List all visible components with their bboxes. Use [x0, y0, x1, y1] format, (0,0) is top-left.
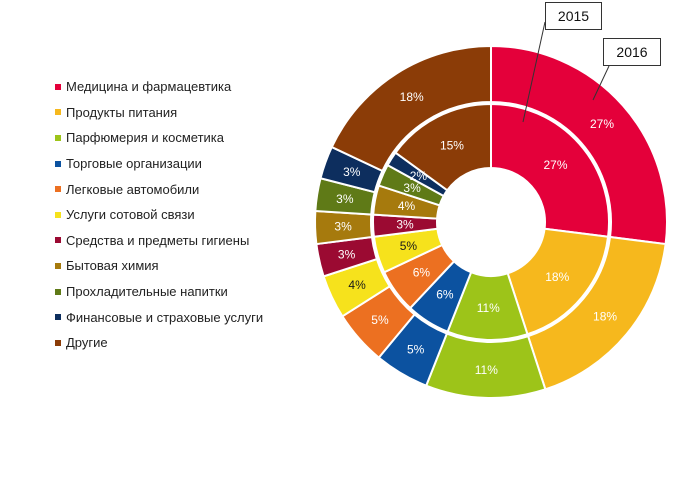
inner-label-cat-7: 3% — [396, 218, 414, 232]
outer-label-cat-3: 11% — [475, 363, 498, 377]
legend-item-cat-3: Парфюмерия и косметика — [55, 125, 263, 151]
legend-label: Торговые организации — [66, 156, 202, 172]
inner-label-cat-2: 18% — [545, 270, 569, 284]
legend-item-cat-10: Финансовые и страховые услуги — [55, 304, 263, 330]
outer-label-cat-10: 3% — [343, 165, 361, 179]
inner-label-cat-9: 3% — [403, 181, 421, 195]
legend-item-cat-4: Торговые организации — [55, 151, 263, 177]
legend-swatch — [55, 339, 61, 346]
outer-ring-2016 — [314, 44, 668, 399]
outer-label-cat-6: 4% — [348, 278, 366, 292]
legend-swatch — [55, 237, 61, 244]
inner-slice-cat-1 — [490, 102, 610, 238]
legend-item-cat-1: Медицина и фармацевтика — [55, 74, 263, 100]
inner-slice-cat-2 — [506, 227, 610, 336]
inner-label-cat-4: 6% — [436, 288, 454, 302]
legend-label: Легковые автомобили — [66, 181, 200, 197]
outer-label-cat-1: 27% — [590, 117, 614, 131]
legend-label: Средства и предметы гигиены — [66, 232, 250, 248]
series-label-2016: 2016 — [603, 38, 661, 66]
outer-label-cat-2: 18% — [593, 309, 617, 323]
inner-label-cat-10: 2% — [410, 169, 428, 183]
legend-label: Медицина и фармацевтика — [66, 79, 232, 95]
inner-label-cat-11: 15% — [440, 138, 464, 152]
data-labels: 27%18%11%6%6%5%3%4%3%2%15%27%18%11%5%5%4… — [334, 90, 617, 377]
legend-item-cat-7: Средства и предметы гигиены — [55, 228, 263, 254]
inner-ring-2015 — [372, 102, 610, 341]
legend-swatch — [55, 109, 61, 116]
legend-swatch — [55, 134, 61, 141]
legend-item-cat-6: Услуги сотовой связи — [55, 202, 263, 228]
legend-swatch — [55, 262, 61, 269]
inner-label-cat-5: 6% — [413, 266, 431, 280]
legend-label: Парфюмерия и косметика — [66, 130, 225, 146]
inner-label-cat-3: 11% — [477, 301, 500, 315]
legend-swatch — [55, 186, 61, 193]
outer-label-cat-4: 5% — [407, 342, 425, 356]
legend-label: Бытовая химия — [66, 258, 159, 274]
outer-label-cat-8: 3% — [334, 220, 352, 234]
legend-label: Другие — [66, 335, 108, 351]
outer-label-cat-5: 5% — [371, 313, 389, 327]
legend-swatch — [55, 288, 61, 295]
outer-slice-cat-1 — [490, 44, 668, 246]
inner-label-cat-1: 27% — [543, 158, 567, 172]
outer-label-cat-11: 18% — [400, 90, 424, 104]
legend-label: Прохладительные напитки — [66, 284, 228, 300]
leader-line-2016 — [592, 65, 610, 101]
legend-label: Услуги сотовой связи — [66, 207, 195, 223]
legend-item-cat-8: Бытовая химия — [55, 253, 263, 279]
outer-slice-cat-11 — [330, 44, 492, 173]
outer-label-cat-7: 3% — [338, 247, 356, 261]
inner-label-cat-6: 5% — [400, 239, 418, 253]
leader-line-2015 — [522, 21, 546, 123]
legend-label: Продукты питания — [66, 104, 178, 120]
series-label-2015: 2015 — [545, 2, 602, 30]
legend-item-cat-9: Прохладительные напитки — [55, 279, 263, 305]
legend-item-cat-11: Другие — [55, 330, 263, 356]
legend-item-cat-5: Легковые автомобили — [55, 176, 263, 202]
inner-label-cat-8: 4% — [398, 199, 416, 213]
legend-swatch — [55, 83, 61, 90]
legend-item-cat-2: Продукты питания — [55, 100, 263, 126]
inner-slice-cat-11 — [394, 102, 492, 192]
legend-swatch — [55, 314, 61, 321]
legend-label: Финансовые и страховые услуги — [66, 309, 264, 325]
legend-swatch — [55, 160, 61, 167]
outer-label-cat-9: 3% — [336, 192, 354, 206]
chart-legend: Медицина и фармацевтика Продукты питания П… — [55, 74, 263, 356]
callout-leaders — [522, 21, 610, 123]
legend-swatch — [55, 211, 61, 218]
